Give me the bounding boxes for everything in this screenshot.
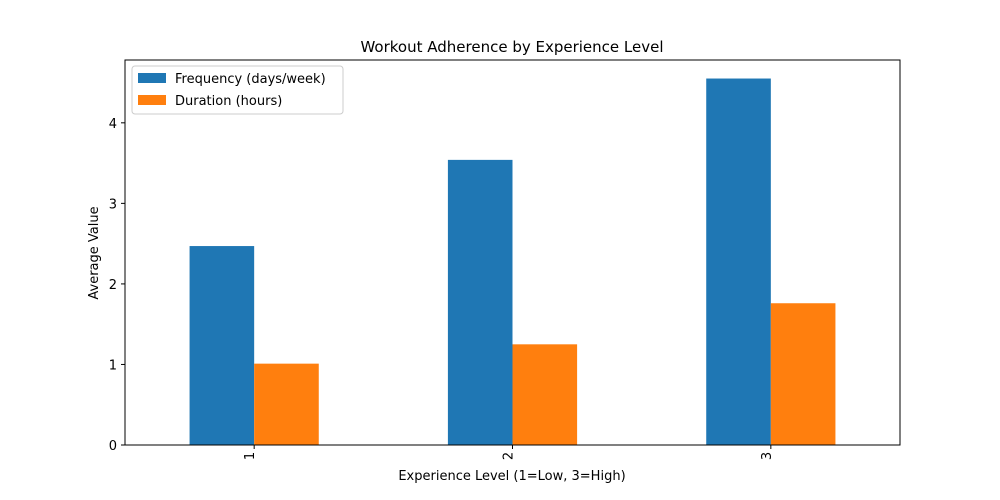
x-tick-label: 3 — [760, 452, 775, 460]
y-axis: 0 1 2 3 4 — [109, 117, 125, 454]
bars-layer — [189, 78, 836, 445]
legend: Frequency (days/week) Duration (hours) — [131, 65, 344, 115]
legend-label: Duration (hours) — [175, 94, 282, 109]
chart-title: Workout Adherence by Experience Level — [360, 38, 663, 56]
y-tick-label: 1 — [109, 358, 117, 373]
legend-label: Frequency (days/week) — [175, 72, 326, 87]
bar-frequency-1 — [189, 246, 255, 445]
legend-box — [131, 65, 344, 115]
y-tick-label: 2 — [109, 278, 117, 293]
legend-swatch — [138, 95, 166, 105]
bar-duration-2 — [512, 344, 578, 445]
y-tick-label: 3 — [109, 197, 117, 212]
bar-duration-3 — [770, 303, 836, 445]
legend-swatch — [138, 73, 166, 83]
bar-duration-1 — [254, 363, 319, 445]
bar-frequency-2 — [447, 159, 513, 445]
x-tick-label: 1 — [243, 452, 258, 460]
y-tick-label: 0 — [109, 439, 117, 454]
y-axis-label: Average Value — [87, 206, 102, 299]
y-tick-label: 4 — [109, 117, 117, 132]
bar-frequency-3 — [706, 78, 771, 445]
x-tick-label: 2 — [502, 452, 517, 460]
x-axis: 1 2 3 — [243, 445, 775, 460]
x-axis-label: Experience Level (1=Low, 3=High) — [398, 469, 625, 484]
